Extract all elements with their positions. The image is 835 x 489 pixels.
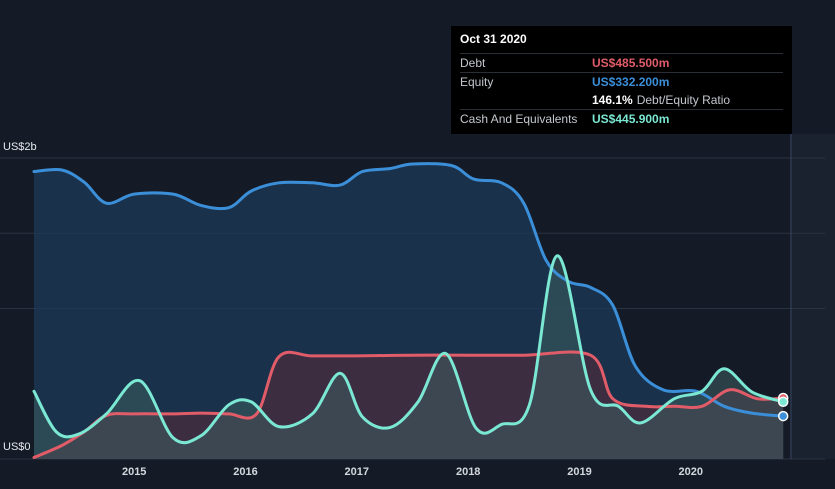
y-axis-bottom-label: US$0 xyxy=(3,441,31,453)
series-areas xyxy=(34,163,784,460)
tooltip-debt-row: Debt US$485.500m xyxy=(460,53,783,72)
data-tooltip: Oct 31 2020 Debt US$485.500m Equity US$3… xyxy=(451,26,792,134)
series-lines xyxy=(32,162,785,459)
x-tick-label: 2019 xyxy=(567,466,591,478)
tooltip-cash-label: Cash And Equivalents xyxy=(460,112,578,126)
tooltip-equity-label: Equity xyxy=(460,75,494,89)
x-tick-label: 2017 xyxy=(345,466,369,478)
tooltip-ratio-value: 146.1% xyxy=(592,93,633,107)
tooltip-cash-value: US$445.900m xyxy=(592,112,670,126)
tooltip-date: Oct 31 2020 xyxy=(460,32,527,46)
x-tick-label: 2020 xyxy=(679,466,703,478)
tooltip-debt-value: US$485.500m xyxy=(592,56,670,70)
y-axis-top-label: US$2b xyxy=(3,141,37,153)
x-tick-label: 2016 xyxy=(233,466,257,478)
equity-end-marker xyxy=(777,410,789,422)
tooltip-cash-row: Cash And Equivalents US$445.900m xyxy=(460,109,783,128)
tooltip-ratio-spacer xyxy=(460,91,592,109)
tooltip-equity-value: US$332.200m xyxy=(592,75,670,89)
cash-end-marker xyxy=(777,396,789,408)
tooltip-ratio-row: 146.1% Debt/Equity Ratio xyxy=(460,91,783,109)
tooltip-equity-row: Equity US$332.200m xyxy=(460,72,783,91)
tooltip-debt-label: Debt xyxy=(460,56,486,70)
cash-line xyxy=(32,254,785,445)
cash-area xyxy=(34,255,784,459)
x-tick-label: 2018 xyxy=(456,466,480,478)
debt-line xyxy=(32,350,785,459)
tooltip-ratio-label: Debt/Equity Ratio xyxy=(636,93,731,107)
future-shade xyxy=(792,134,835,459)
end-markers xyxy=(777,392,789,422)
equity-line xyxy=(32,162,785,418)
x-axis-ticks: 2015 2016 2017 2018 2019 2020 xyxy=(122,466,703,478)
x-tick-label: 2015 xyxy=(122,466,146,478)
